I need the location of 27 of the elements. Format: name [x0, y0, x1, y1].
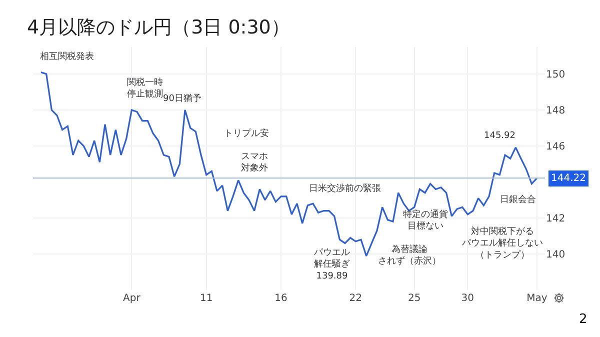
annotation: トリプル安	[224, 128, 269, 139]
x-tick-label: 25	[408, 293, 421, 304]
annotation: 対中関税下がるパウエル解任しない（トランプ）	[461, 226, 543, 260]
x-tick-label: 22	[349, 293, 362, 304]
x-tick-label: 30	[461, 293, 474, 304]
x-tick-label: May	[526, 293, 548, 304]
x-tick-label: Apr	[123, 293, 142, 304]
y-tick-label: 140	[546, 250, 566, 260]
annotation: 日米交渉前の緊張	[309, 183, 381, 194]
y-tick-label: 148	[546, 106, 566, 116]
annotation: 関税一時停止観測	[127, 77, 163, 100]
y-tick-label: 142	[546, 214, 566, 224]
annotation: 90日猶予	[163, 93, 202, 104]
text: 2	[579, 312, 588, 327]
y-tick-label: 146	[546, 142, 566, 152]
y-tick-label: 150	[546, 70, 566, 80]
annotation: 日銀会合	[500, 194, 536, 205]
x-tick-label: 16	[274, 293, 288, 304]
annotation: 145.92	[484, 131, 516, 141]
x-tick-label: 11	[200, 293, 213, 304]
annotation: 相互関税発表	[40, 51, 94, 62]
annotation: 特定の通貨目標ない	[403, 209, 448, 232]
annotation: 為替議論されず（赤沢）	[378, 244, 441, 267]
annotation: パウエル解任騒ぎ139.89	[313, 248, 350, 282]
chart-title: 4月以降のドル円（3日 0:30）	[27, 16, 290, 39]
annotation: スマホ対象外	[241, 152, 268, 174]
ref-line-label: 144.22	[551, 173, 586, 184]
